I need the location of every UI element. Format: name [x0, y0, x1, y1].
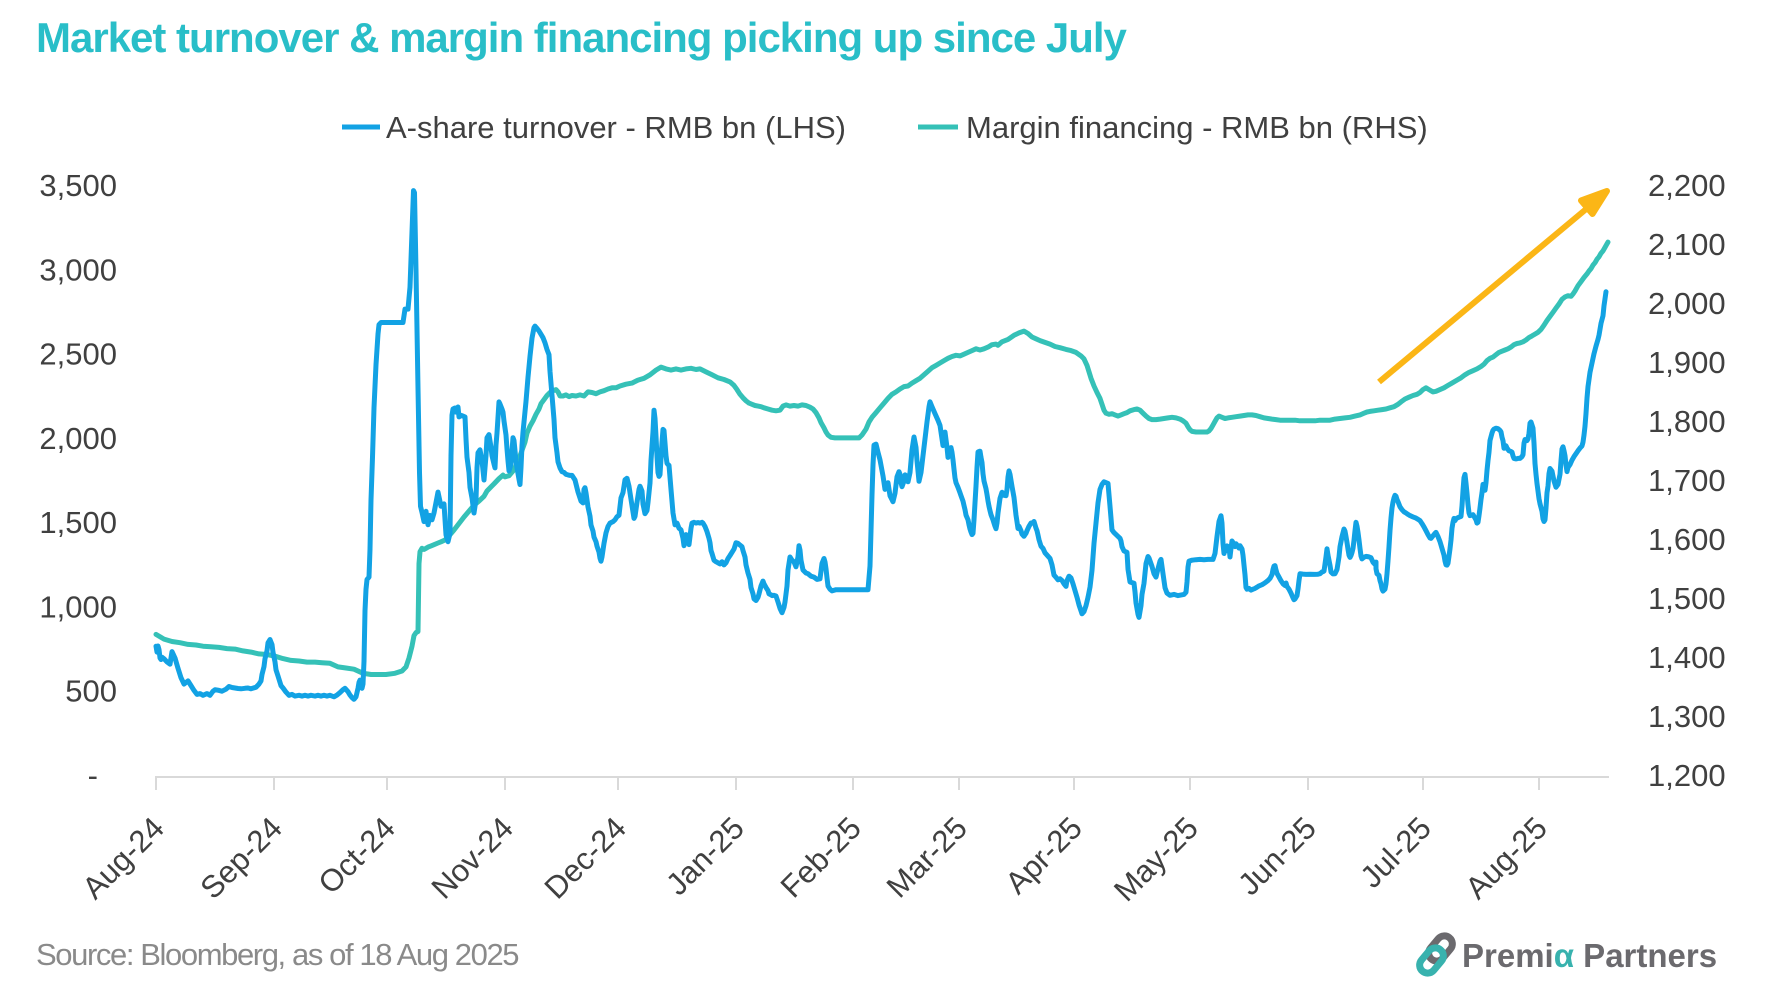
svg-text:3,500: 3,500 — [39, 168, 117, 203]
svg-text:Premiα Partners: Premiα Partners — [1462, 937, 1717, 974]
svg-text:Market turnover & margin finan: Market turnover & margin financing picki… — [36, 14, 1128, 61]
svg-text:1,000: 1,000 — [39, 590, 117, 625]
svg-text:1,500: 1,500 — [1648, 581, 1726, 616]
svg-text:2,000: 2,000 — [1648, 286, 1726, 321]
svg-text:500: 500 — [65, 674, 117, 709]
svg-text:Margin financing - RMB bn (RHS: Margin financing - RMB bn (RHS) — [966, 110, 1428, 145]
svg-text:2,200: 2,200 — [1648, 168, 1726, 203]
svg-text:2,500: 2,500 — [39, 337, 117, 372]
svg-text:1,200: 1,200 — [1648, 758, 1726, 793]
svg-text:1,300: 1,300 — [1648, 699, 1726, 734]
svg-text:3,000: 3,000 — [39, 252, 117, 287]
svg-text:A-share turnover - RMB bn (LHS: A-share turnover - RMB bn (LHS) — [386, 110, 846, 145]
svg-text:2,000: 2,000 — [39, 421, 117, 456]
svg-text:1,400: 1,400 — [1648, 640, 1726, 675]
svg-text:2,100: 2,100 — [1648, 227, 1726, 262]
svg-text:Source: Bloomberg, as of 18 Au: Source: Bloomberg, as of 18 Aug 2025 — [36, 937, 518, 972]
svg-text:1,700: 1,700 — [1648, 463, 1726, 498]
svg-text:1,800: 1,800 — [1648, 404, 1726, 439]
svg-text:1,900: 1,900 — [1648, 345, 1726, 380]
svg-text:-: - — [88, 758, 98, 793]
svg-text:1,600: 1,600 — [1648, 522, 1726, 557]
svg-text:1,500: 1,500 — [39, 505, 117, 540]
